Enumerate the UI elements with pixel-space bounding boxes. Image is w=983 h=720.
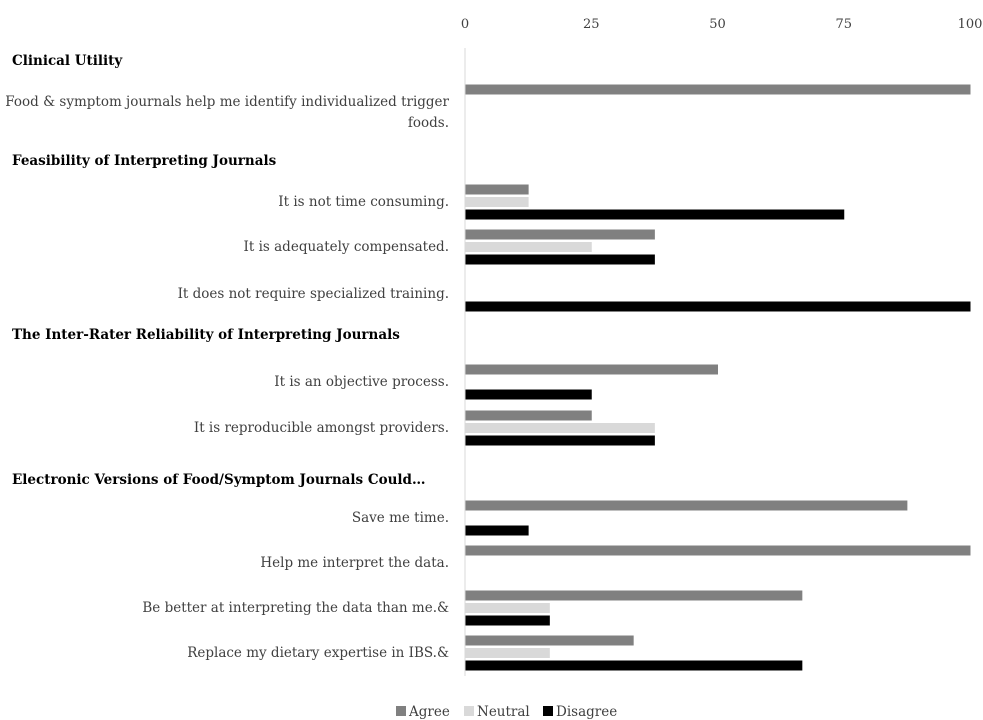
category-label: It is reproducible amongst providers. — [194, 420, 449, 436]
agree-bar — [465, 184, 529, 195]
legend-label-agree: Agree — [408, 704, 450, 720]
agree-bar — [465, 500, 908, 511]
disagree-bar — [465, 389, 592, 400]
legend-swatch-agree — [396, 706, 406, 716]
x-tick-label: 75 — [835, 17, 852, 32]
disagree-bar — [465, 209, 845, 220]
legend-swatch-disagree — [543, 706, 553, 716]
neutral-bar — [465, 603, 550, 613]
category-label: It is adequately compensated. — [244, 239, 449, 255]
x-tick-label: 0 — [461, 17, 469, 32]
agree-bar — [465, 364, 718, 375]
category-label: Help me interpret the data. — [260, 555, 449, 571]
disagree-bar — [465, 660, 803, 671]
disagree-bar — [465, 615, 550, 626]
category-label: Replace my dietary expertise in IBS.& — [187, 645, 449, 661]
neutral-bar — [465, 648, 550, 658]
legend-swatch-neutral — [464, 706, 474, 716]
category-label: It is not time consuming. — [278, 194, 449, 210]
agree-bar — [465, 635, 634, 646]
section-heading: The Inter-Rater Reliability of Interpret… — [12, 327, 400, 343]
legend-label-neutral: Neutral — [477, 704, 530, 720]
category-label: Food & symptom journals help me identify… — [5, 94, 449, 110]
bars — [465, 84, 971, 671]
disagree-bar — [465, 435, 655, 446]
neutral-bar — [465, 197, 529, 207]
agree-bar — [465, 229, 655, 240]
category-label: Save me time. — [352, 510, 449, 526]
disagree-bar — [465, 301, 971, 312]
legend-label-disagree: Disagree — [556, 704, 617, 720]
category-label: It is an objective process. — [274, 374, 449, 390]
legend: Agree Neutral Disagree — [396, 704, 617, 720]
disagree-bar — [465, 525, 529, 536]
category-label: It does not require specialized training… — [178, 286, 449, 302]
agree-bar — [465, 410, 592, 421]
neutral-bar — [465, 423, 655, 433]
x-tick-label: 25 — [583, 17, 600, 32]
disagree-bar — [465, 254, 655, 265]
section-heading: Feasibility of Interpreting Journals — [12, 153, 277, 169]
category-labels: Clinical Utility Food & symptom journals … — [5, 53, 449, 661]
section-heading: Clinical Utility — [12, 53, 123, 69]
x-axis-ticks: 0 25 50 75 100 — [461, 17, 983, 32]
agree-bar — [465, 590, 803, 601]
section-heading: Electronic Versions of Food/Symptom Jour… — [12, 472, 425, 488]
agree-bar — [465, 545, 971, 556]
category-label: foods. — [408, 115, 449, 131]
x-tick-label: 50 — [709, 17, 726, 32]
agree-bar — [465, 84, 971, 95]
category-label: Be better at interpreting the data than … — [142, 600, 449, 616]
x-tick-label: 100 — [958, 17, 983, 32]
neutral-bar — [465, 242, 592, 252]
